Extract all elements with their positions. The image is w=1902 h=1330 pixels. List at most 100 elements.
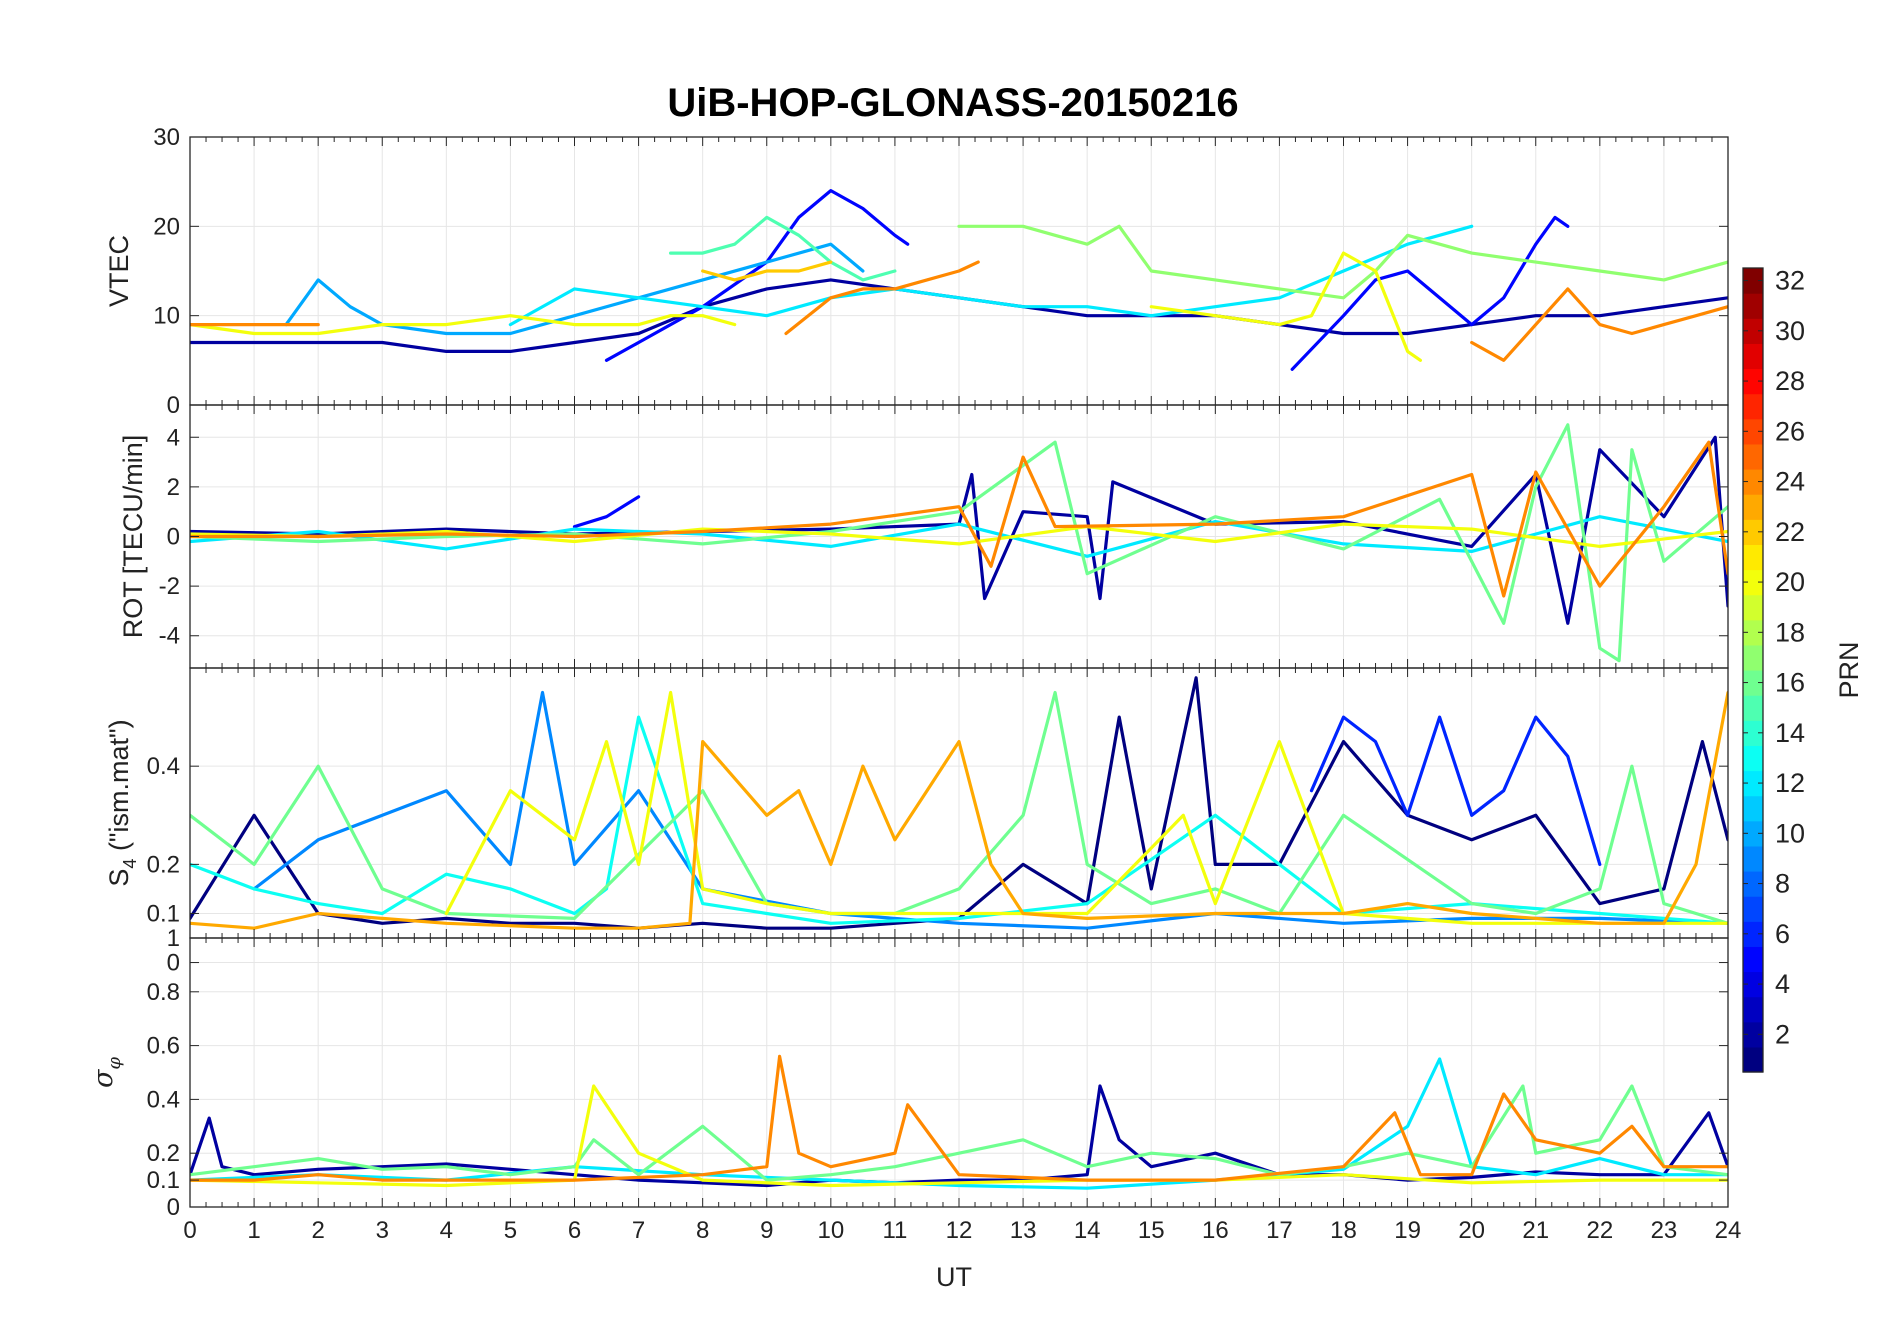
x-tick-label: 12	[946, 1217, 973, 1244]
colorbar-band	[1743, 770, 1763, 797]
colorbar-tick-label: 16	[1775, 668, 1805, 698]
y-tick-label: 0.1	[147, 900, 180, 927]
x-axis: 0 1 2 3 4 5 6 7 8 9 10 11 12 13 14 15 16 17 18 19 20 21 22 23 24	[183, 1217, 1741, 1244]
x-tick-label: 14	[1074, 1217, 1101, 1244]
y-tick-label: -4	[159, 623, 180, 650]
y-tick-label: 0.8	[147, 979, 180, 1006]
colorbar-band	[1743, 343, 1763, 370]
y-tick-label: -2	[159, 573, 180, 600]
colorbar-band	[1743, 393, 1763, 420]
series-line-prn-20	[190, 314, 737, 336]
colorbar-tick-label: 22	[1775, 517, 1805, 547]
series-line-prn-12	[190, 515, 1728, 558]
x-tick-label: 13	[1010, 1217, 1037, 1244]
colorbar-band	[1743, 971, 1763, 998]
colorbar-tick-label: 2	[1775, 1019, 1790, 1049]
colorbar-band	[1743, 569, 1763, 596]
series-line-prn-15	[669, 215, 897, 282]
x-tick-label: 8	[696, 1217, 709, 1244]
panel-series	[190, 1054, 1728, 1190]
colorbar-tick-label: 24	[1775, 467, 1805, 497]
panel-1: 0 10 20 30 VTEC	[104, 124, 1729, 419]
series-line-prn-22	[701, 260, 833, 282]
x-tick-label: 15	[1138, 1217, 1165, 1244]
y-axis-label: S4 ("ism.mat")	[104, 719, 140, 886]
colorbar-tick-label: 12	[1775, 768, 1805, 798]
colorbar-tick-label: 10	[1775, 818, 1805, 848]
y-tick-label: 0.4	[147, 753, 180, 780]
colorbar-band	[1743, 946, 1763, 973]
y-tick-label: 10	[153, 303, 180, 330]
series-line-prn-1	[190, 676, 1728, 930]
colorbar-band	[1743, 318, 1763, 344]
y-tick-label: 0.6	[147, 1033, 180, 1060]
colorbar-tick-label: 30	[1775, 316, 1805, 346]
series-line-prn-20	[190, 522, 1728, 548]
colorbar-band	[1743, 469, 1763, 495]
series-line-prn-10	[284, 242, 865, 336]
x-tick-label: 18	[1330, 1217, 1357, 1244]
colorbar-band	[1743, 1046, 1763, 1073]
colorbar-tick-label: 8	[1775, 869, 1790, 899]
colorbar-band	[1743, 871, 1763, 897]
y-tick-label: 0.4	[147, 1086, 180, 1113]
x-tick-label: 0	[183, 1217, 196, 1244]
x-tick-label: 20	[1458, 1217, 1485, 1244]
y-tick-label: 0.1	[147, 1167, 180, 1194]
colorbar-band	[1743, 845, 1763, 872]
colorbar-band	[1743, 670, 1763, 696]
series-line-prn-23	[190, 690, 1728, 930]
series-line-prn-16	[190, 690, 1728, 925]
y-axis-label: σφ	[88, 1057, 125, 1088]
x-tick-label: 17	[1266, 1217, 1293, 1244]
x-tick-label: 23	[1651, 1217, 1678, 1244]
colorbar-band	[1743, 594, 1763, 621]
x-tick-label: 11	[882, 1217, 907, 1244]
colorbar-band	[1743, 896, 1763, 922]
colorbar-band	[1743, 293, 1763, 319]
series-line-prn-6	[1309, 715, 1602, 866]
x-tick-label: 1	[247, 1217, 260, 1244]
colorbar-band	[1743, 443, 1763, 470]
x-tick-label: 4	[440, 1217, 453, 1244]
colorbar-tick-label: 28	[1775, 366, 1805, 396]
colorbar-tick-label: 26	[1775, 416, 1805, 446]
series-line-prn-17	[957, 224, 1728, 300]
colorbar-band	[1743, 921, 1763, 947]
series-line-prn-5	[572, 495, 641, 529]
x-tick-label: 21	[1522, 1217, 1549, 1244]
colorbar-tick-label: 14	[1775, 718, 1805, 748]
colorbar-band	[1743, 795, 1763, 822]
series-line-prn-20	[190, 1084, 1728, 1188]
series-line-prn-24	[1470, 287, 1728, 362]
colorbar-band	[1743, 720, 1763, 746]
y-tick-label: 0	[167, 950, 180, 977]
x-tick-label: 3	[376, 1217, 389, 1244]
x-tick-label: 22	[1586, 1217, 1613, 1244]
x-tick-label: 5	[504, 1217, 517, 1244]
colorbar-band	[1743, 368, 1763, 395]
y-tick-label: 0	[167, 392, 180, 419]
x-tick-label: 2	[311, 1217, 324, 1244]
x-axis-label: UT	[936, 1262, 972, 1292]
panel-3: 0 0.1 0.2 0.4 S4 ("ism.mat")	[104, 667, 1729, 977]
colorbar-tick-label: 20	[1775, 567, 1805, 597]
series-line-prn-5	[1290, 215, 1570, 371]
colorbar-tick-label: 4	[1775, 969, 1790, 999]
colorbar-tick-label: 32	[1775, 266, 1805, 296]
colorbar-band	[1743, 418, 1763, 445]
y-tick-label: 0.2	[147, 851, 180, 878]
x-tick-label: 7	[632, 1217, 645, 1244]
y-axis-label: ROT [TECU/min]	[118, 435, 148, 639]
series-line-prn-12	[508, 224, 1474, 327]
colorbar-band	[1743, 820, 1763, 847]
panel-series	[190, 423, 1728, 663]
panel-series	[190, 189, 1728, 371]
y-tick-label: 0.2	[147, 1140, 180, 1167]
colorbar-band	[1743, 996, 1763, 1023]
